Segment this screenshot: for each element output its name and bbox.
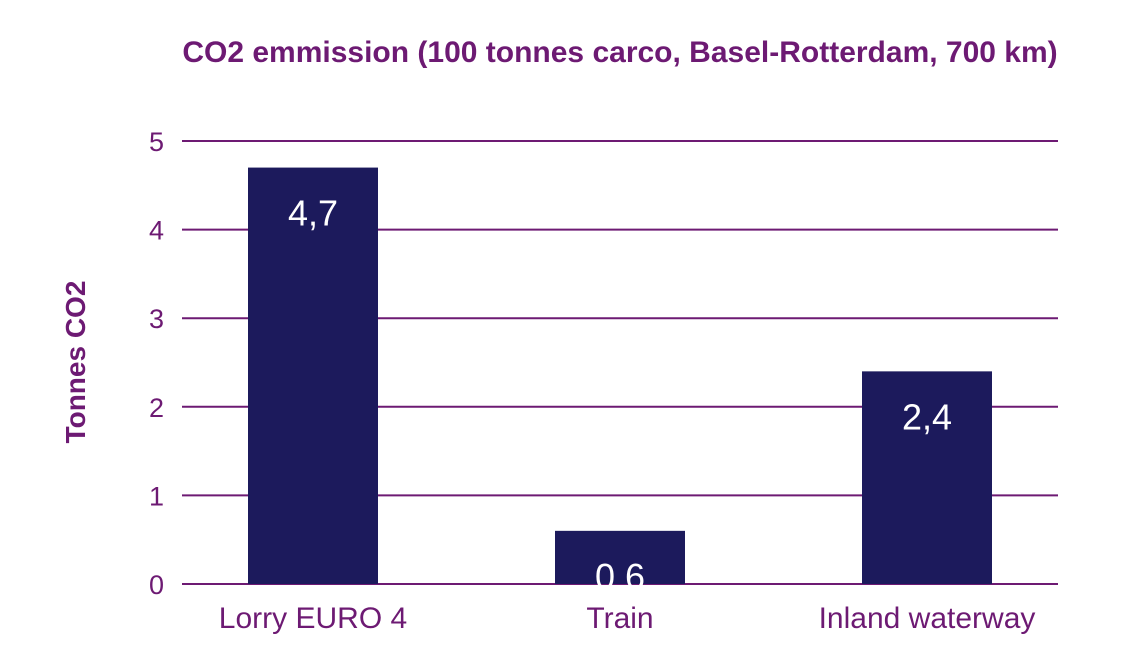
y-tick-label: 0 <box>149 570 164 600</box>
y-tick-label: 4 <box>149 216 164 246</box>
data-label: 0,6 <box>595 556 645 597</box>
chart-title: CO2 emmission (100 tonnes carco, Basel-R… <box>182 36 1057 69</box>
x-tick-label: Inland waterway <box>819 602 1036 635</box>
y-axis-label: Tonnes CO2 <box>60 281 91 444</box>
data-label: 4,7 <box>288 193 338 234</box>
x-tick-label: Train <box>586 602 653 635</box>
bar <box>555 530 685 584</box>
y-tick-label: 2 <box>149 393 164 423</box>
data-label: 2,4 <box>902 396 952 437</box>
bars: 4,7 0,6 2,4 <box>248 167 992 597</box>
bar <box>248 167 378 584</box>
y-tick-label: 1 <box>149 481 164 511</box>
y-tick-label: 3 <box>149 304 164 334</box>
x-tick-label: Lorry EURO 4 <box>219 602 407 635</box>
x-axis-ticks: Lorry EURO 4 Train Inland waterway <box>219 602 1036 635</box>
bar <box>862 371 992 584</box>
y-axis-ticks: 0 1 2 3 4 5 <box>149 127 164 600</box>
y-tick-label: 5 <box>149 127 164 157</box>
